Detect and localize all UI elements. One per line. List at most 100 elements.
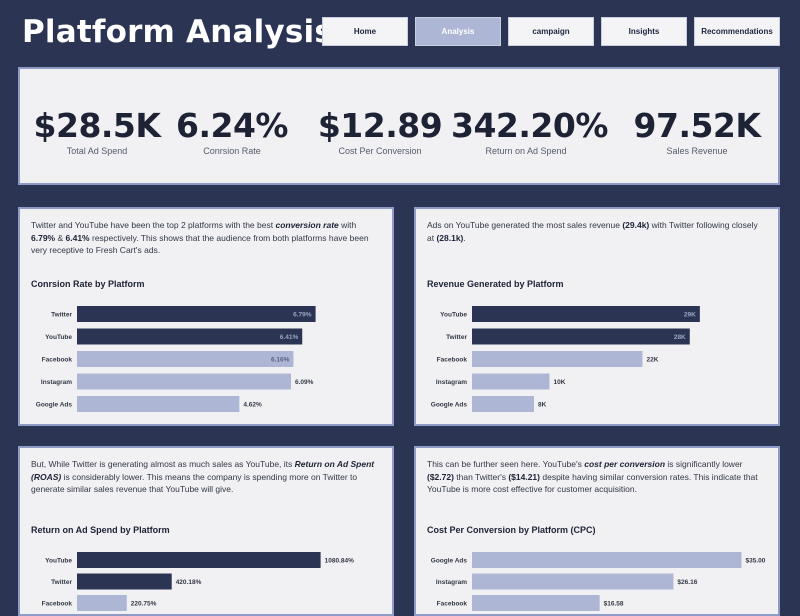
bar[interactable]: [77, 396, 240, 412]
data-label: 28K: [674, 334, 686, 341]
chart-svg: Twitter 6.79% YouTube 6.41% Facebook 6.16% Ins…: [36, 306, 316, 412]
data-label: $26.16: [677, 579, 697, 586]
data-label: 6.41%: [280, 334, 299, 341]
kpi-label: Total Ad Spend: [66, 146, 128, 156]
text-run: ($2.72): [427, 471, 454, 482]
text-run: is considerably lower. This means the co…: [31, 471, 358, 495]
text-run: This can be further seen here. YouTube's: [427, 459, 585, 469]
bar[interactable]: [77, 373, 291, 390]
data-label: 10K: [554, 379, 566, 386]
kpi-value: $28.5K: [33, 106, 161, 145]
text-run: 6.79%: [31, 232, 56, 243]
data-label: 29K: [684, 312, 696, 319]
data-label: 6.09%: [295, 379, 314, 386]
bar[interactable]: [77, 595, 127, 611]
panel-description: Twitter and YouTube have been the top 2 …: [31, 219, 380, 257]
nav-insights-button[interactable]: Insights: [601, 17, 687, 46]
nav-campaign-button[interactable]: campaign: [508, 17, 594, 46]
data-label: 6.79%: [293, 312, 312, 319]
text-run: Return on Ad Spent (ROAS): [31, 459, 375, 482]
kpi-label: Cost Per Conversion: [338, 146, 422, 156]
cpc-panel: This can be further seen here. YouTube's…: [414, 446, 780, 616]
kpi-total-ad-spend: $28.5K Total Ad Spend: [22, 106, 172, 157]
kpi-value: 97.52K: [633, 106, 761, 145]
text-run: with: [338, 220, 357, 230]
text-run: (29.4k): [622, 220, 650, 230]
text-run: Twitter and YouTube have been the top 2 …: [31, 220, 276, 230]
kpi-value: 342.20%: [451, 106, 608, 145]
top-nav: Home Analysis campaign Insights Recommen…: [322, 17, 780, 46]
revenue-panel: Ads on YouTube generated the most sales …: [414, 207, 780, 426]
chart-svg: YouTube 29K Twitter 28K Facebook 22K Instagram…: [431, 306, 700, 412]
nav-home-button[interactable]: Home: [322, 17, 408, 46]
text-run: (28.1k): [436, 232, 464, 243]
category-label: Instagram: [436, 379, 467, 386]
bar[interactable]: [472, 373, 550, 390]
bar[interactable]: [472, 595, 600, 611]
category-label: Twitter: [51, 579, 72, 586]
chart-title: Revenue Generated by Platform: [427, 279, 564, 289]
data-label: $35.00: [746, 558, 766, 565]
text-run: &: [55, 232, 66, 243]
bar[interactable]: [472, 328, 690, 345]
kpi-return-on-ad-spend: 342.20% Return on Ad Spend: [451, 106, 608, 157]
text-run: Ads on YouTube generated the most sales …: [427, 220, 623, 230]
bar[interactable]: [472, 552, 742, 568]
kpi-label: Sales Revenue: [666, 146, 728, 156]
bar[interactable]: [472, 396, 534, 412]
category-label: YouTube: [45, 558, 72, 565]
kpi-panel: $28.5K Total Ad Spend 6.24% Conrsion Rat…: [18, 67, 780, 185]
kpi-value: $12.89: [317, 106, 443, 145]
kpi-cost-per-conversion: $12.89 Cost Per Conversion: [305, 106, 455, 157]
chart-title: Cost Per Conversion by Platform (CPC): [427, 525, 596, 535]
chart-svg: YouTube 1080.84% Twitter 420.18% Facebook 220…: [42, 552, 354, 611]
bar[interactable]: [472, 573, 674, 590]
kpi-label: Return on Ad Spend: [485, 146, 567, 156]
data-label: 420.18%: [176, 579, 202, 586]
kpi-value: 6.24%: [176, 106, 289, 145]
text-run: conversion rate: [275, 220, 339, 230]
data-label: $16.58: [604, 601, 624, 608]
data-label: 1080.84%: [325, 558, 354, 565]
kpi-sales-revenue: 97.52K Sales Revenue: [622, 106, 772, 157]
panel-description: Ads on YouTube generated the most sales …: [427, 219, 766, 244]
text-run: respectively. This shows that the audien…: [31, 232, 369, 256]
category-label: Instagram: [436, 579, 467, 586]
text-run: than Twitter's: [453, 471, 509, 482]
category-label: Facebook: [42, 601, 73, 608]
category-label: Twitter: [446, 334, 467, 341]
category-label: Facebook: [42, 357, 73, 364]
panel-description: This can be further seen here. YouTube's…: [427, 458, 766, 496]
text-run: despite having similar conversion rates.…: [427, 471, 758, 495]
category-label: Instagram: [41, 379, 72, 386]
category-label: Google Ads: [431, 558, 468, 565]
bar[interactable]: [77, 573, 172, 590]
text-run: ($14.21): [508, 471, 540, 482]
nav-recommendations-button[interactable]: Recommendations: [694, 17, 780, 46]
category-label: Twitter: [51, 312, 72, 319]
category-label: Google Ads: [431, 402, 468, 409]
conversion-panel: Twitter and YouTube have been the top 2 …: [18, 207, 394, 426]
bar[interactable]: [77, 552, 321, 568]
category-label: Google Ads: [36, 402, 73, 409]
kpi-label: Conrsion Rate: [203, 146, 261, 156]
bar[interactable]: [472, 351, 643, 367]
text-run: with Twitter following closely at: [427, 220, 758, 243]
data-label: 8K: [538, 402, 547, 409]
chart-title: Conrsion Rate by Platform: [31, 279, 145, 289]
data-label: 4.62%: [243, 402, 262, 409]
category-label: Facebook: [437, 357, 468, 364]
data-label: 220.75%: [131, 601, 157, 608]
category-label: Facebook: [437, 601, 468, 608]
page-title: Platform Analysis: [22, 14, 333, 50]
nav-analysis-button[interactable]: Analysis: [415, 17, 501, 46]
chart-svg: Google Ads $35.00 Instagram $26.16 Facebook $…: [431, 552, 766, 611]
bar[interactable]: [77, 328, 303, 345]
bar[interactable]: [472, 306, 700, 322]
data-label: 6.16%: [271, 357, 290, 364]
chart-title: Return on Ad Spend by Platform: [31, 525, 170, 535]
bar[interactable]: [77, 306, 316, 322]
panel-description: But, While Twitter is generating almost …: [31, 458, 380, 496]
bar[interactable]: [77, 351, 294, 367]
category-label: YouTube: [440, 312, 467, 319]
